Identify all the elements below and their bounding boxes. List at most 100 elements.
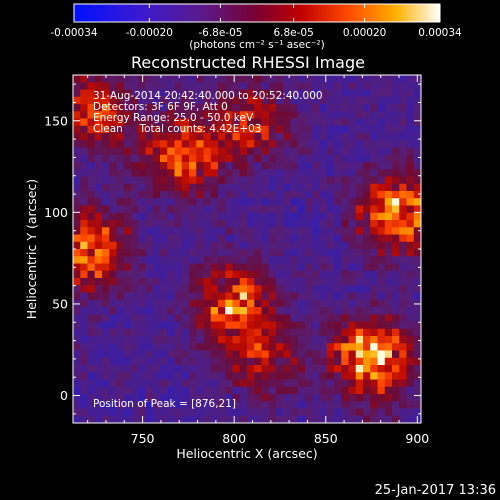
heatmap-cell — [109, 256, 117, 264]
heatmap-cell — [94, 278, 103, 286]
heatmap-cell — [261, 162, 270, 170]
heatmap-cell — [123, 75, 132, 83]
heatmap-cell — [348, 415, 357, 423]
heatmap-cell — [406, 256, 415, 264]
heatmap-cell — [131, 169, 139, 177]
heatmap-cell — [203, 234, 212, 243]
heatmap-cell — [232, 263, 241, 272]
heatmap-cell — [145, 75, 154, 83]
heatmap-cell — [348, 408, 357, 417]
heatmap-cell — [392, 307, 400, 315]
heatmap-cell — [370, 321, 378, 330]
heatmap-cell — [392, 249, 400, 257]
heatmap-cell — [261, 379, 270, 388]
heatmap-cell — [319, 379, 328, 388]
heatmap-cell — [73, 111, 81, 119]
heatmap-cell — [261, 307, 270, 315]
heatmap-cell — [167, 154, 175, 163]
heatmap-cell — [131, 96, 139, 105]
heatmap-cell — [131, 183, 139, 192]
heatmap-cell — [341, 321, 349, 330]
heatmap-cell — [290, 125, 299, 134]
heatmap-cell — [276, 154, 284, 163]
heatmap-cell — [283, 415, 291, 423]
heatmap-cell — [276, 321, 284, 330]
heatmap-cell — [384, 133, 393, 141]
heatmap-cell — [102, 82, 110, 90]
heatmap-cell — [305, 415, 313, 423]
heatmap-cell — [276, 263, 284, 272]
heatmap-cell — [102, 394, 110, 402]
heatmap-cell — [181, 227, 190, 235]
heatmap-cell — [109, 328, 117, 337]
heatmap-cell — [232, 205, 241, 214]
heatmap-cell — [80, 162, 88, 170]
heatmap-cell — [348, 270, 357, 279]
heatmap-cell — [384, 365, 393, 373]
heatmap-cell — [145, 220, 154, 228]
heatmap-cell — [406, 162, 415, 170]
heatmap-cell — [326, 118, 335, 127]
heatmap-cell — [297, 256, 306, 264]
heatmap-cell — [145, 212, 154, 221]
heatmap-cell — [363, 176, 371, 185]
heatmap-cell — [109, 386, 117, 395]
heatmap-cell — [167, 198, 175, 206]
heatmap-cell — [247, 140, 255, 148]
heatmap-cell — [319, 205, 328, 214]
heatmap-cell — [73, 328, 81, 337]
heatmap-cell — [319, 357, 328, 366]
heatmap-cell — [290, 205, 299, 214]
heatmap-cell — [138, 350, 146, 359]
heatmap-cell — [87, 415, 96, 423]
heatmap-cell — [268, 89, 277, 98]
heatmap-cell — [305, 147, 313, 156]
heatmap-cell — [203, 162, 212, 170]
heatmap-cell — [73, 307, 81, 315]
heatmap-cell — [152, 140, 161, 148]
heatmap-cell — [210, 205, 219, 214]
heatmap-cell — [167, 96, 175, 105]
heatmap-cell — [268, 336, 277, 344]
heatmap-cell — [334, 227, 342, 235]
heatmap-cell — [276, 292, 284, 301]
heatmap-cell — [363, 336, 371, 344]
heatmap-cell — [326, 198, 335, 206]
heatmap-cell — [370, 96, 378, 105]
heatmap-cell — [203, 270, 212, 279]
chart-title: Reconstructed RHESSI Image — [131, 53, 365, 72]
heatmap-cell — [283, 314, 291, 322]
heatmap-cell — [254, 278, 262, 286]
heatmap-cell — [138, 379, 146, 388]
heatmap-cell — [94, 249, 103, 257]
heatmap-cell — [254, 249, 262, 257]
heatmap-cell — [210, 307, 219, 315]
heatmap-cell — [261, 82, 270, 90]
heatmap-cell — [196, 234, 204, 243]
heatmap-cell — [196, 307, 204, 315]
heatmap-cell — [174, 104, 183, 112]
heatmap-cell — [326, 263, 335, 272]
heatmap-cell — [283, 299, 291, 308]
heatmap-cell — [355, 343, 364, 351]
heatmap-cell — [319, 176, 328, 185]
heatmap-cell — [174, 321, 183, 330]
heatmap-cell — [334, 357, 342, 366]
heatmap-cell — [413, 307, 421, 315]
heatmap-cell — [174, 357, 183, 366]
heatmap-cell — [123, 104, 132, 112]
heatmap-cell — [305, 133, 313, 141]
y-tick-label: 0 — [60, 388, 68, 403]
heatmap-cell — [297, 183, 306, 192]
heatmap-cell — [87, 183, 96, 192]
heatmap-cell — [189, 111, 197, 119]
heatmap-cell — [138, 234, 146, 243]
heatmap-cell — [189, 104, 197, 112]
heatmap-cell — [160, 314, 168, 322]
heatmap-cell — [377, 307, 386, 315]
heatmap-cell — [73, 350, 81, 359]
heatmap-cell — [305, 176, 313, 185]
heatmap-cell — [80, 343, 88, 351]
heatmap-cell — [312, 328, 320, 337]
heatmap-cell — [305, 365, 313, 373]
